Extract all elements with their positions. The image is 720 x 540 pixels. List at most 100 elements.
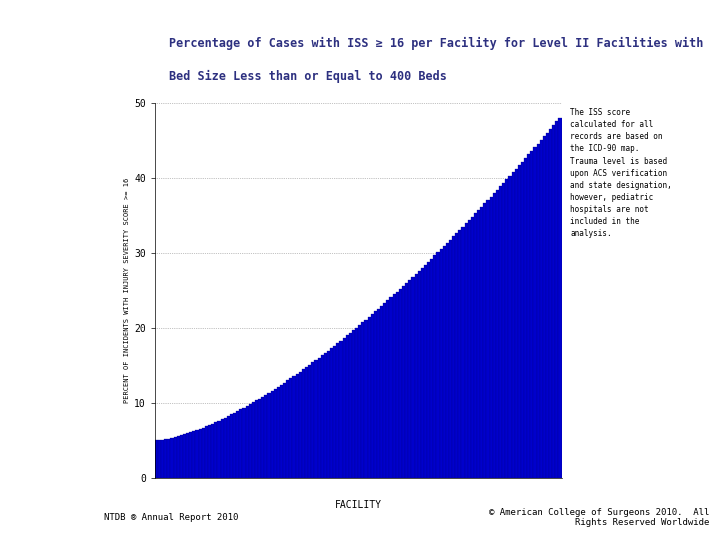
Text: Percentage of Cases with ISS ≥ 16 per Facility for Level II Facilities with: Percentage of Cases with ISS ≥ 16 per Fa… (169, 37, 703, 50)
Bar (496, 190, 499, 478)
Bar (215, 422, 217, 478)
Bar (346, 335, 348, 478)
Bar (202, 428, 205, 478)
Bar (255, 401, 258, 478)
Bar (487, 200, 490, 478)
Bar (315, 360, 318, 478)
Bar (171, 438, 174, 478)
Bar (186, 434, 189, 478)
Bar (217, 421, 220, 478)
Bar (411, 277, 415, 478)
Bar (180, 435, 183, 478)
Bar (330, 348, 333, 478)
Bar (387, 300, 390, 478)
Bar (311, 362, 315, 478)
Bar (271, 391, 274, 478)
Bar (264, 395, 267, 478)
Bar (521, 161, 524, 478)
Bar (343, 338, 346, 478)
Bar (239, 409, 243, 478)
Bar (531, 151, 534, 478)
Bar (236, 411, 239, 478)
Bar (320, 355, 324, 478)
Bar (464, 224, 468, 478)
Bar (192, 431, 196, 478)
Bar (158, 440, 161, 478)
Bar (405, 283, 408, 478)
Bar (258, 399, 261, 478)
Bar (392, 294, 396, 478)
Bar (233, 413, 236, 478)
Bar (502, 183, 505, 478)
Bar (368, 317, 371, 478)
Bar (446, 243, 449, 478)
Bar (546, 132, 549, 478)
Bar (364, 320, 368, 478)
Bar (390, 298, 392, 478)
Bar (189, 433, 192, 478)
Bar (292, 376, 296, 478)
Bar (474, 213, 477, 478)
Bar (455, 233, 459, 478)
Bar (348, 333, 352, 478)
Bar (492, 193, 496, 478)
Bar (227, 416, 230, 478)
Bar (436, 252, 439, 478)
Bar (459, 230, 462, 478)
Bar (420, 268, 424, 478)
Bar (299, 372, 302, 478)
Bar (296, 374, 299, 478)
Bar (518, 165, 521, 478)
Bar (396, 292, 399, 478)
Bar (352, 330, 355, 478)
Text: The ISS score
calculated for all
records are based on
the ICD-90 map.
Trauma lev: The ISS score calculated for all records… (570, 108, 672, 239)
Bar (549, 129, 552, 478)
Bar (183, 434, 186, 478)
Text: Bed Size Less than or Equal to 400 Beds: Bed Size Less than or Equal to 400 Beds (169, 70, 447, 84)
Bar (380, 306, 383, 478)
Bar (468, 220, 471, 478)
Bar (167, 438, 171, 478)
Bar (220, 419, 224, 478)
Bar (371, 314, 374, 478)
Bar (361, 322, 364, 478)
Bar (527, 154, 531, 478)
Bar (540, 140, 543, 478)
Bar (449, 240, 452, 478)
Bar (374, 312, 377, 478)
Bar (274, 389, 277, 478)
Bar (499, 186, 502, 478)
Bar (243, 408, 246, 478)
Bar (427, 261, 430, 478)
Bar (555, 122, 559, 478)
Bar (230, 415, 233, 478)
Bar (511, 172, 515, 478)
Bar (289, 378, 292, 478)
Bar (408, 280, 411, 478)
Bar (246, 406, 248, 478)
Bar (377, 308, 380, 478)
Bar (471, 217, 474, 478)
Bar (430, 259, 433, 478)
Bar (480, 207, 483, 478)
Bar (336, 343, 339, 478)
Text: Figure
61: Figure 61 (117, 44, 155, 66)
Bar (339, 341, 343, 478)
Bar (534, 147, 536, 478)
Bar (399, 288, 402, 478)
Bar (174, 437, 176, 478)
Bar (324, 353, 327, 478)
Bar (276, 387, 280, 478)
Bar (208, 425, 211, 478)
Bar (176, 436, 180, 478)
Bar (505, 179, 508, 478)
Bar (333, 346, 336, 478)
Bar (490, 197, 492, 478)
Bar (164, 439, 167, 478)
Text: NTDB ® Annual Report 2010: NTDB ® Annual Report 2010 (104, 513, 239, 522)
Bar (287, 380, 289, 478)
Bar (543, 136, 546, 478)
Bar (161, 440, 164, 478)
Bar (515, 168, 518, 478)
Bar (267, 393, 271, 478)
